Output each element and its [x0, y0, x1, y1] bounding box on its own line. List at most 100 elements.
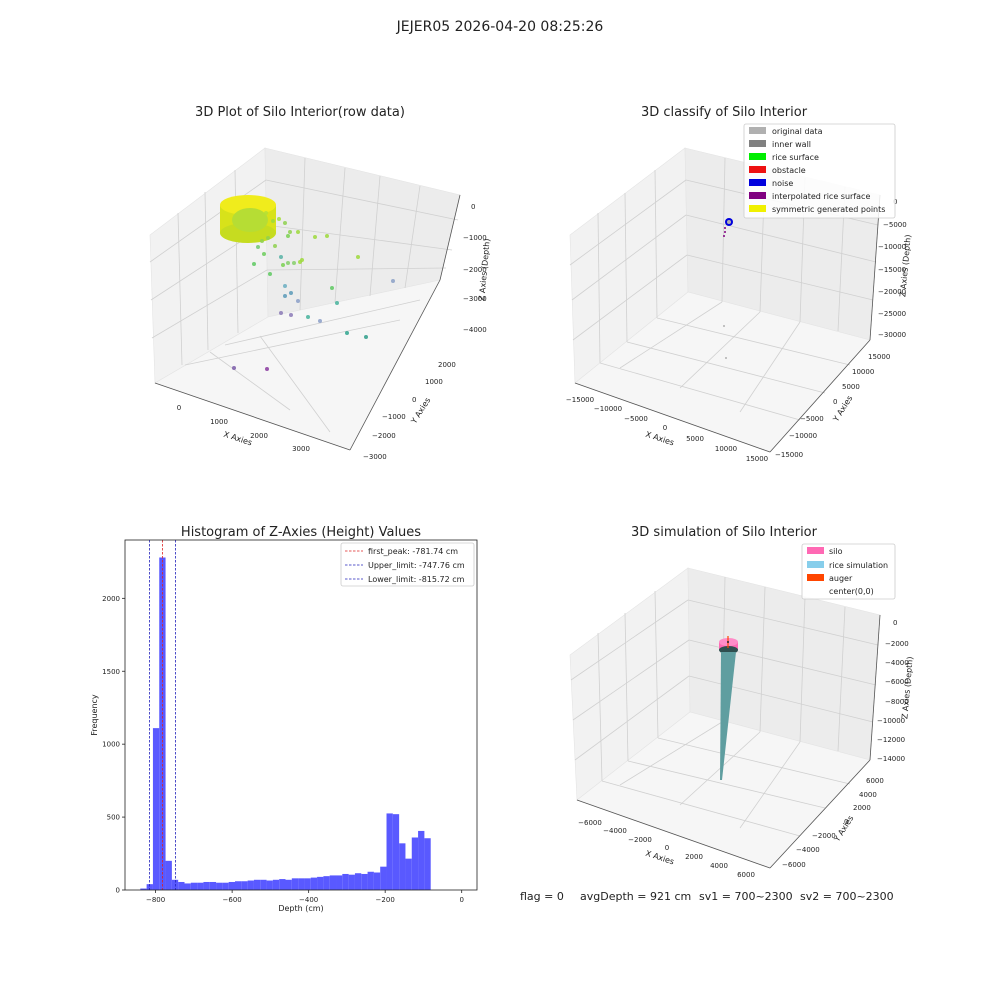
raw-data-point [232, 366, 236, 370]
histogram-bar [197, 882, 204, 890]
raw-x-label: X Axies [222, 430, 253, 448]
histogram-x-ticks: −800 −600 −400 −200 0 [146, 890, 464, 904]
raw-data-point [268, 272, 272, 276]
simulation-x-tick: −2000 [628, 836, 652, 844]
legend-label: interpolated rice surface [772, 192, 870, 201]
status-avg-depth: avgDepth = 921 cm [580, 890, 691, 903]
raw-z-tick: 0 [471, 203, 475, 211]
raw-z-tick: −3000 [463, 295, 487, 303]
histogram-bar [279, 879, 286, 890]
raw-data-point [318, 319, 322, 323]
histogram-bar [380, 866, 387, 890]
histogram-bar [361, 873, 368, 890]
histogram-bar [165, 860, 172, 890]
raw-z-tick: −2000 [463, 266, 487, 274]
raw-z-tick: −4000 [463, 326, 487, 334]
classify-x-tick: 10000 [715, 445, 737, 453]
histogram-bar [235, 881, 242, 890]
histogram-y-tick-label: 1000 [102, 741, 120, 749]
histogram-bar [399, 843, 406, 890]
histogram-bar [247, 880, 254, 890]
legend-label: inner wall [772, 140, 811, 149]
raw-data-point [292, 261, 296, 265]
classify-z-tick: −25000 [878, 310, 906, 318]
histogram-bar [373, 872, 381, 890]
histogram-legend: first_peak: -781.74 cm Upper_limit: -747… [340, 542, 475, 587]
legend-label: auger [829, 574, 853, 583]
simulation-z-tick: −10000 [877, 717, 905, 725]
raw-data-point [325, 234, 329, 238]
raw-x-tick: 2000 [250, 432, 268, 440]
histogram-bar [178, 881, 185, 890]
raw-data-point [356, 255, 360, 259]
classify-z-tick: −10000 [878, 243, 906, 251]
legend-entry-obstacle: obstacle [749, 166, 806, 175]
classify-data-points [723, 218, 733, 359]
legend-entry-noise: noise [749, 179, 793, 188]
raw-data-point [281, 263, 285, 267]
histogram-y-tick-label: 1500 [102, 668, 120, 676]
legend-entry-interpolated-rice-surface: interpolated rice surface [749, 192, 870, 201]
histogram-bar [386, 813, 393, 890]
histogram-bar [329, 875, 337, 890]
histogram-bar [317, 876, 324, 890]
histogram-bar [190, 882, 198, 890]
raw-data-point [306, 315, 310, 319]
simulation-plot-title: 3D simulation of Silo Interior [631, 525, 818, 540]
histogram-bar [342, 873, 349, 890]
simulation-z-tick: −8000 [885, 698, 909, 706]
plot-raw-data: 3D Plot of Silo Interior(row data) [149, 105, 492, 461]
simulation-y-tick: 6000 [866, 777, 884, 785]
raw-x-tick: 1000 [210, 418, 228, 426]
histogram-y-label: Frequency [90, 694, 99, 736]
histogram-bar [392, 814, 400, 890]
histogram-bar [304, 878, 311, 890]
histogram-bar [405, 858, 412, 890]
raw-data-point [313, 235, 317, 239]
simulation-y-tick: 4000 [859, 791, 877, 799]
status-line: flag = 0 avgDepth = 921 cm sv1 = 700~230… [520, 890, 894, 903]
histogram-y-tick-label: 0 [116, 887, 120, 895]
legend-label: Upper_limit: -747.76 cm [368, 561, 465, 570]
simulation-y-tick: −4000 [796, 846, 820, 854]
raw-data-point [330, 286, 334, 290]
raw-data-point [283, 294, 287, 298]
classify-y-tick: −10000 [789, 432, 817, 440]
simulation-z-tick: −6000 [885, 678, 909, 686]
simulation-y-tick: −2000 [812, 832, 836, 840]
raw-data-point [289, 313, 293, 317]
simulation-z-ticks: 0 −2000 −4000 −6000 −8000 −10000 −12000 … [877, 619, 909, 763]
histogram-bar [209, 881, 217, 890]
histogram-bar [140, 888, 147, 890]
legend-entry-center: center(0,0) [807, 587, 874, 596]
histogram-x-tick-label: −400 [299, 896, 318, 904]
raw-data-point [271, 219, 275, 223]
histogram-bar [260, 879, 267, 890]
legend-entry-inner-wall: inner wall [749, 140, 811, 149]
status-sv1: sv1 = 700~2300 [699, 890, 793, 903]
simulation-x-tick: 2000 [685, 853, 703, 861]
histogram-bar [171, 879, 179, 890]
histogram-y-tick-label: 2000 [102, 595, 120, 603]
histogram-bar [291, 878, 299, 890]
raw-data-point [286, 261, 290, 265]
histogram-bar [310, 877, 318, 890]
legend-label: original data [772, 127, 823, 136]
histogram-bar [152, 728, 160, 890]
simulation-y-tick: −6000 [782, 861, 806, 869]
classify-z-tick: −5000 [883, 221, 907, 229]
histogram-axes-frame [124, 539, 478, 891]
raw-data-point [266, 236, 270, 240]
raw-data-point [364, 335, 368, 339]
raw-data-point [300, 258, 304, 262]
classify-y-ticks: −15000 −10000 −5000 0 5000 10000 15000 [775, 353, 890, 459]
raw-axis-edges [154, 194, 461, 451]
legend-label: obstacle [772, 166, 806, 175]
histogram-bar [253, 879, 261, 890]
simulation-gridlines [570, 576, 879, 837]
legend-entry-auger: auger [807, 574, 853, 583]
histogram-bar [184, 883, 191, 890]
histogram-bar [241, 881, 248, 890]
simulation-x-label: X Axies [644, 849, 675, 867]
